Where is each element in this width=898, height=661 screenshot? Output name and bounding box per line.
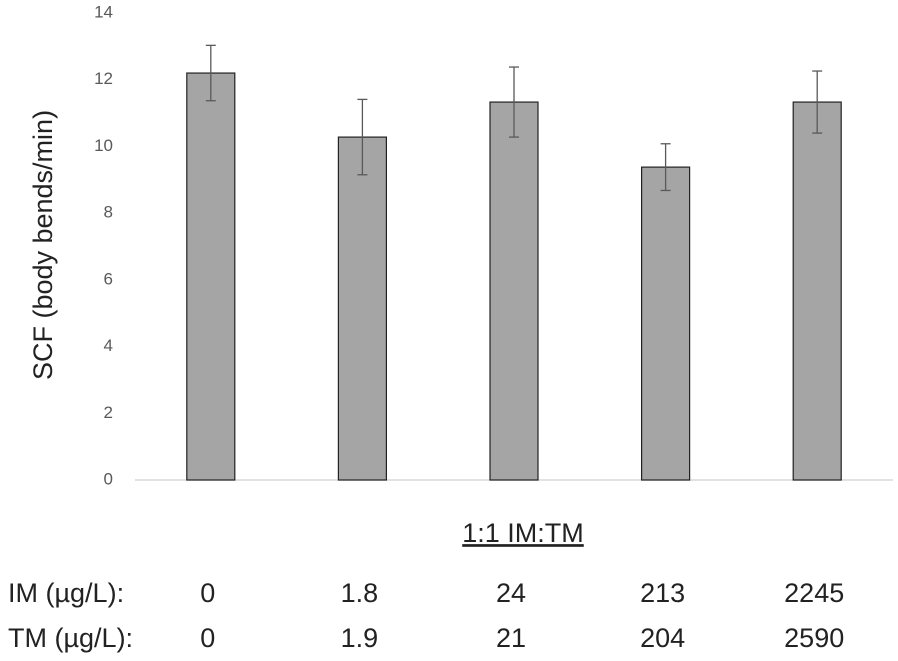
y-tick-label: 10 [94,136,113,155]
row-label: IM (µg/L): [8,578,124,608]
bar [186,72,236,481]
bar [489,101,539,481]
y-tick-label: 4 [104,336,113,355]
y-tick-label: 8 [104,203,113,222]
x-row-value: 1.9 [341,623,379,653]
bar [792,101,842,481]
x-row-value: 204 [640,623,685,653]
y-tick-label: 14 [94,2,113,21]
bar [337,136,387,481]
x-axis-label: 1:1 IM:TM [462,518,584,548]
y-tick-label: 6 [104,269,113,288]
x-row-value: 24 [496,578,526,608]
x-row-value: 0 [200,578,215,608]
bar [640,166,691,481]
x-row-value: 2590 [784,623,844,653]
y-tick-label: 12 [94,69,113,88]
y-tick-label: 2 [104,403,113,422]
x-row-value: 2245 [784,578,844,608]
x-row-value: 21 [496,623,526,653]
x-row-value: 1.8 [341,578,379,608]
x-row-value: 0 [200,623,215,653]
x-row-value: 213 [640,578,685,608]
y-tick-label: 0 [104,469,113,488]
row-label: TM (µg/L): [8,623,133,653]
y-axis-label: SCF (body bends/min) [28,110,58,380]
